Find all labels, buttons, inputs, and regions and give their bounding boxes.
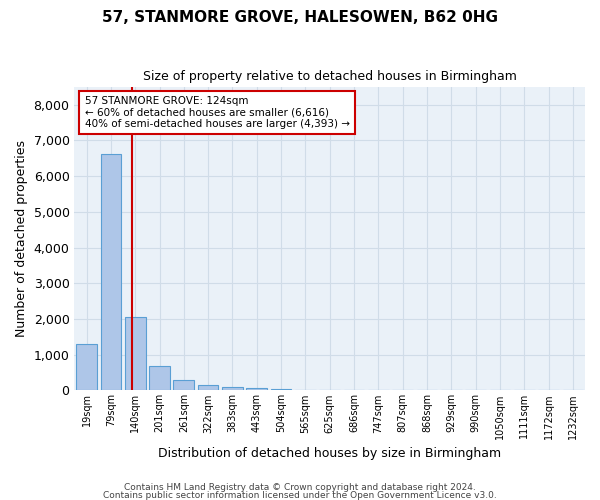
Title: Size of property relative to detached houses in Birmingham: Size of property relative to detached ho… bbox=[143, 70, 517, 83]
Text: Contains HM Land Registry data © Crown copyright and database right 2024.: Contains HM Land Registry data © Crown c… bbox=[124, 483, 476, 492]
Bar bbox=[198, 386, 218, 390]
Bar bbox=[101, 154, 121, 390]
Text: 57, STANMORE GROVE, HALESOWEN, B62 0HG: 57, STANMORE GROVE, HALESOWEN, B62 0HG bbox=[102, 10, 498, 25]
Bar bbox=[76, 344, 97, 391]
Bar bbox=[222, 387, 243, 390]
Text: Contains public sector information licensed under the Open Government Licence v3: Contains public sector information licen… bbox=[103, 490, 497, 500]
Bar bbox=[247, 388, 267, 390]
Bar bbox=[271, 388, 292, 390]
Bar bbox=[173, 380, 194, 390]
Text: 57 STANMORE GROVE: 124sqm
← 60% of detached houses are smaller (6,616)
40% of se: 57 STANMORE GROVE: 124sqm ← 60% of detac… bbox=[85, 96, 350, 129]
Y-axis label: Number of detached properties: Number of detached properties bbox=[15, 140, 28, 337]
Bar bbox=[149, 366, 170, 390]
Bar bbox=[125, 317, 146, 390]
X-axis label: Distribution of detached houses by size in Birmingham: Distribution of detached houses by size … bbox=[158, 447, 501, 460]
